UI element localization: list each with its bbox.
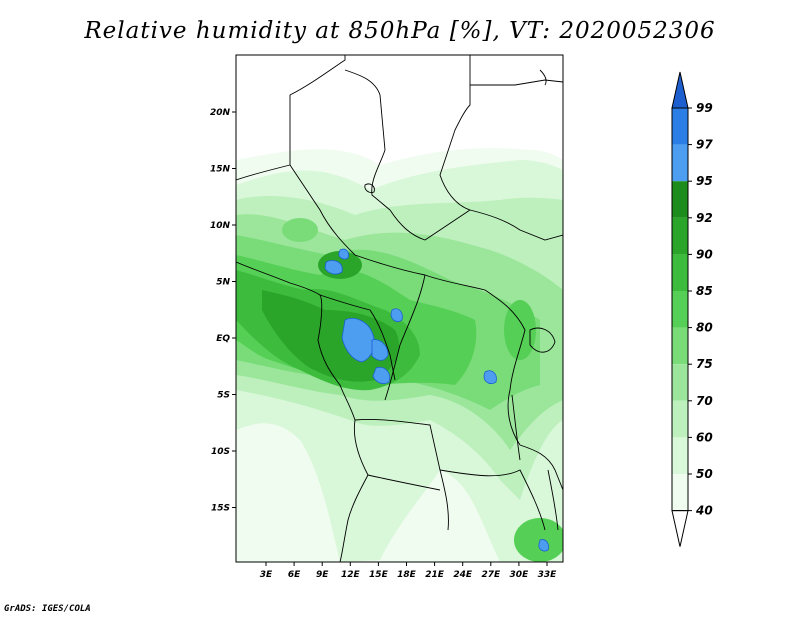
colorbar-label: 95 [696,174,713,188]
border [439,55,471,211]
lat-tick-label: 15S [211,504,230,514]
chart-title: Relative humidity at 850hPa [%], VT: 202… [84,18,716,44]
colorbar-label: 85 [696,284,713,298]
colorbar-label: 50 [696,467,713,481]
border [470,79,563,86]
humidity-patch-95 [538,539,549,552]
colorbar-label: 70 [696,394,713,408]
lat-tick-label: 5S [217,391,230,401]
humidity-patch-95 [371,339,389,361]
lon-tick-label: 6E [288,570,301,580]
border [319,294,396,381]
humidity-patch [514,518,563,562]
lon-tick-label: 15E [369,570,389,580]
map-frame [235,54,564,563]
lat-tick-label: 15N [210,165,231,175]
lon-tick-label: 12E [341,570,361,580]
longitude-axis: 3E 6E 9E 12E 15E 18E 21E 24E 27E 30E 33E [260,562,557,580]
humidity-patch-95 [338,248,349,260]
lat-tick-label: 10S [211,447,230,457]
border [539,69,547,86]
border [469,209,563,241]
colorbar-label: 90 [696,247,713,261]
border [289,164,356,256]
humidity-field [236,55,563,562]
lon-tick-label: 3E [260,570,273,580]
border [439,469,546,531]
border [384,274,426,401]
colorbar-label: 60 [696,430,713,444]
lon-tick-label: 27E [481,570,501,580]
colorbar-segment [672,217,688,255]
humidity-patch [504,300,536,360]
colorbar-segment [672,400,688,438]
humidity-patch-95 [483,370,497,384]
humidity-patch [282,218,318,242]
colorbar-segment [672,291,688,328]
coastline [236,261,369,562]
lake-chad [364,183,375,193]
colorbar-frame [671,107,689,512]
lat-tick-label: EQ [216,334,230,344]
border [519,444,563,491]
colorbar-label: 97 [696,138,713,152]
colorbar-top-arrow [671,71,689,109]
lon-tick-label: 9E [316,570,329,580]
colorbar-label: 99 [696,101,713,115]
border [367,474,441,491]
colorbar-segment [672,364,688,401]
colorbar-segment [672,327,688,365]
lat-tick-label: 5N [216,278,230,288]
border [354,254,486,291]
lake-malawi [547,469,559,531]
border [236,55,346,181]
border [389,209,471,241]
colorbar-segment [672,181,688,218]
colorbar-bottom-arrow [671,510,689,547]
lon-tick-label: 18E [397,570,417,580]
border [484,289,526,446]
grads-credit: GrADS: IGES/COLA [4,604,91,614]
lon-tick-label: 33E [538,570,558,580]
border [354,419,449,531]
lat-tick-label: 10N [210,221,231,231]
humidity-patch-95 [324,260,343,275]
lake-tanganyika [511,394,521,461]
latitude-axis: 20N 15N 10N 5N EQ 5S 10S 15S [210,108,236,514]
lon-tick-label: 30E [510,570,530,580]
colorbar-segment [672,437,688,474]
colorbar: 99 97 95 92 90 85 80 75 70 60 50 40 [671,71,713,547]
colorbar-label: 75 [696,357,713,371]
country-borders [236,55,563,562]
lon-tick-label: 21E [425,570,445,580]
colorbar-segment [672,474,688,511]
colorbar-label: 40 [695,504,713,518]
colorbar-label: 92 [696,211,713,225]
humidity-patch-95 [390,308,403,322]
colorbar-segment [672,254,688,291]
lake-victoria [529,327,556,353]
lat-tick-label: 20N [210,108,231,118]
colorbar-segment [672,108,688,145]
humidity-patch-95 [372,366,391,384]
colorbar-segment [672,144,688,182]
lon-tick-label: 24E [453,570,473,580]
colorbar-label: 80 [696,321,713,335]
